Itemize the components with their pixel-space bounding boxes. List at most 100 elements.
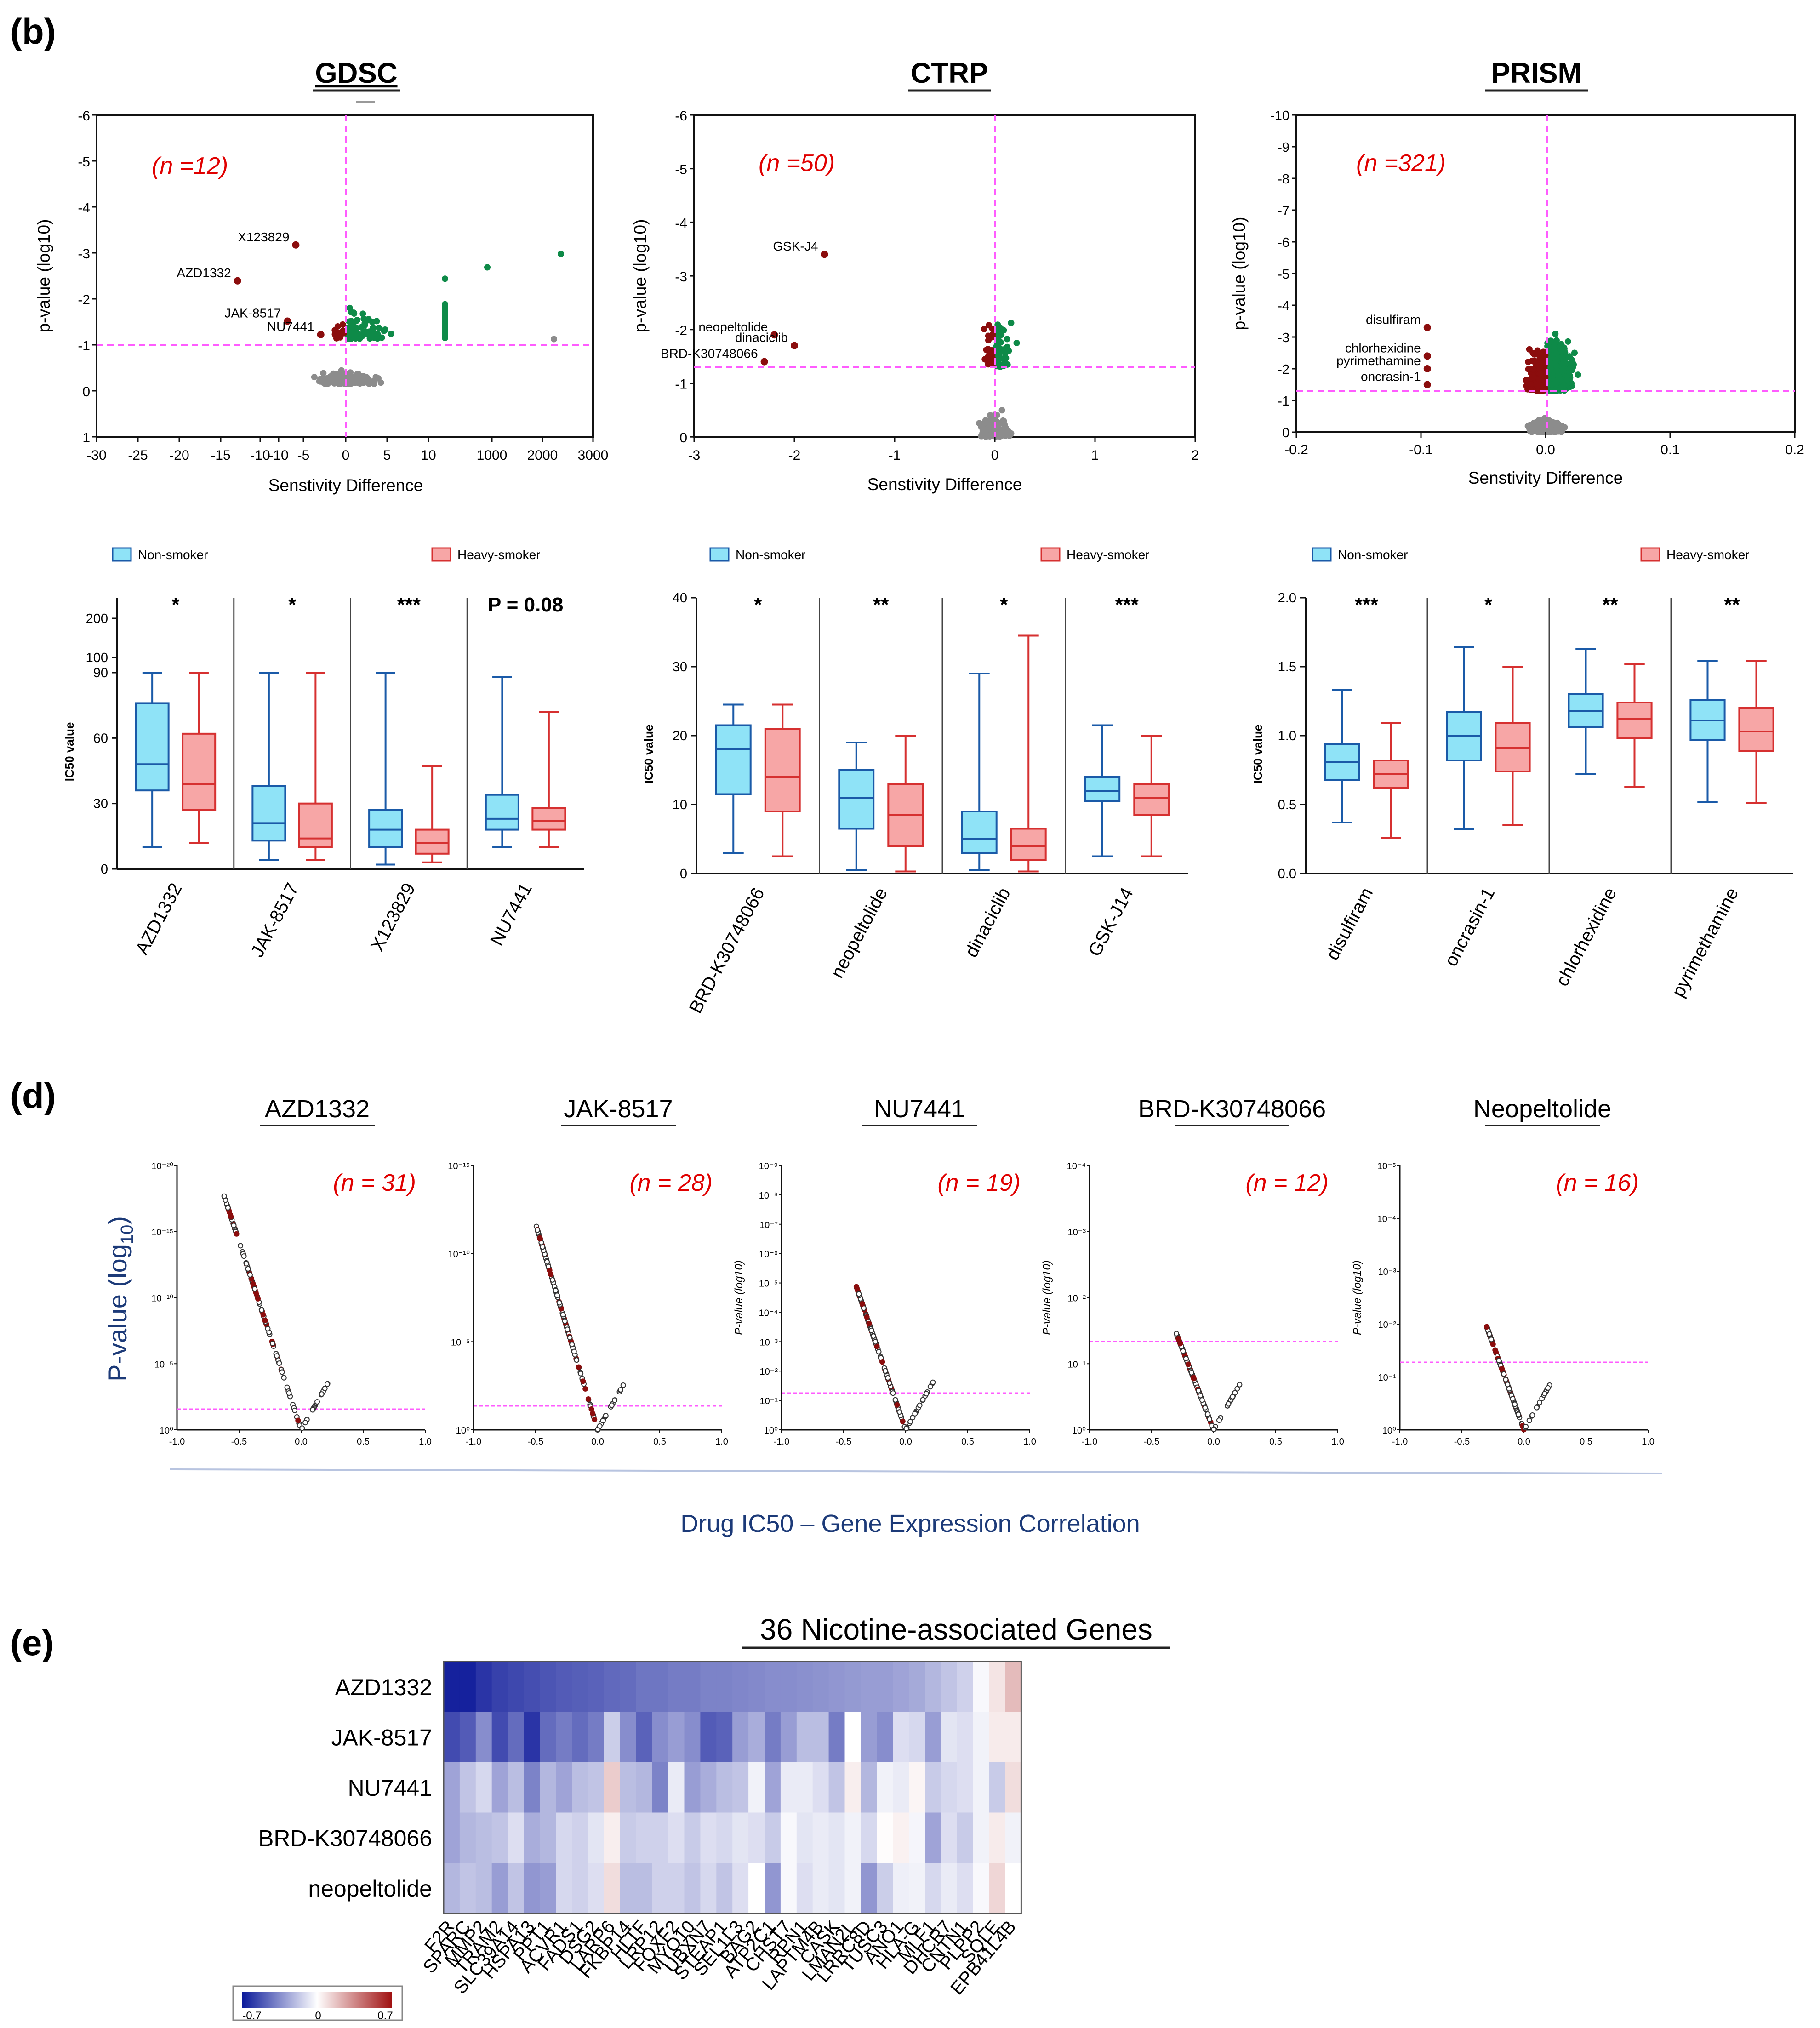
y-tick-label: 0: [679, 430, 687, 446]
correlation-point: [1199, 1397, 1205, 1403]
box: [961, 811, 998, 854]
point-green: [348, 308, 354, 315]
y-tick-label: -9: [1278, 140, 1289, 155]
heatmap-cell: [588, 1812, 605, 1863]
heatmap-cell: [909, 1662, 925, 1712]
point-red: [984, 355, 991, 362]
point-green: [1568, 356, 1575, 363]
point-green: [348, 318, 355, 325]
correlation-point: [578, 1371, 584, 1377]
heatmap-cell: [636, 1863, 653, 1914]
heatmap-cell: [780, 1812, 797, 1863]
heatmap-cell: [524, 1812, 540, 1863]
heatmap-cell: [828, 1863, 845, 1914]
heatmap-cell: [684, 1712, 701, 1763]
point-red: [339, 321, 346, 328]
correlation-point: [896, 1409, 902, 1415]
correlation-point: [259, 1307, 265, 1313]
heatmap-cell: [765, 1762, 781, 1813]
point-green: [484, 264, 491, 271]
heatmap-cell: [508, 1662, 524, 1712]
point-label: neopeltolide: [698, 320, 768, 334]
category-label: AZD1332: [132, 880, 186, 958]
point-grey: [347, 369, 354, 376]
point-grey: [320, 370, 327, 377]
y-tick-label: 1.5: [1278, 660, 1296, 674]
point-grey: [348, 378, 355, 385]
correlation-point: [292, 1407, 298, 1413]
heatmap-cell: [540, 1762, 556, 1813]
y-tick-label: -5: [1278, 267, 1289, 282]
heatmap-cell: [925, 1812, 941, 1863]
correlation-point: [540, 1244, 546, 1250]
n-label: (n = 12): [1245, 1170, 1329, 1196]
point-red: [334, 323, 341, 330]
correlation-point: [322, 1385, 328, 1391]
d-divider: [170, 1468, 1662, 1474]
heatmap-cell: [556, 1712, 572, 1763]
correlation-point: [1545, 1385, 1551, 1391]
heatmap-cell: [572, 1762, 588, 1813]
y-tick-label: 10⁻¹⁵: [448, 1161, 470, 1171]
legend-label-non-smoker: Non-smoker: [736, 548, 805, 562]
y-tick-label: 10⁰: [764, 1426, 778, 1436]
correlation-point: [1503, 1377, 1509, 1382]
correlation-point: [609, 1402, 615, 1408]
d-ylabel-text: P-value (log: [103, 1244, 132, 1382]
heatmap-cell: [893, 1662, 909, 1712]
category-label: JAK-8517: [247, 880, 302, 961]
heatmap-cell: [684, 1762, 701, 1813]
correlation-point: [1510, 1396, 1516, 1402]
heatmap-cell: [1005, 1812, 1021, 1863]
heatmap-cell: [893, 1762, 909, 1813]
point-grey: [330, 370, 337, 377]
heatmap-cell: [572, 1812, 588, 1863]
y-axis-label: IC50 value: [642, 725, 656, 784]
point-red: [1527, 365, 1534, 372]
correlation-point: [238, 1243, 244, 1249]
y-tick-label: 10⁻¹⁰: [152, 1294, 173, 1304]
correlation-point: [618, 1387, 624, 1393]
heatmap-cell: [636, 1762, 653, 1813]
correlation-point: [1488, 1337, 1494, 1342]
heatmap-cell: [524, 1762, 540, 1813]
heatmap-cell: [620, 1662, 637, 1712]
heatmap-cell: [668, 1662, 685, 1712]
correlation-point: [1202, 1405, 1208, 1411]
heatmap-cell: [508, 1762, 524, 1813]
volcano-gdsc: GDSC (n =12) X123829 AZD1332 JAK-8517NU744…: [34, 57, 608, 495]
heatmap-cell: [620, 1812, 637, 1863]
correlation-point: [225, 1205, 231, 1211]
y-tick-label: 10⁻²: [760, 1367, 778, 1377]
point-label: chlorhexidine: [1345, 341, 1421, 355]
heatmap-cell: [765, 1812, 781, 1863]
point-red: [1528, 381, 1535, 388]
heatmap-cell: [941, 1863, 958, 1914]
scatter-points: [1523, 331, 1581, 435]
y-tick-label: 2.0: [1278, 591, 1296, 606]
y-ticks: -6 -5 -4 -3 -2 -1 0: [675, 109, 694, 446]
correlation-point: [295, 1417, 301, 1423]
y-tick-label: 1: [82, 430, 90, 446]
y-tick-label: -5: [675, 162, 687, 177]
point-green: [1549, 381, 1556, 388]
y-tick-label: -2: [1278, 362, 1289, 377]
heatmap-cell: [444, 1712, 460, 1763]
point-green: [442, 310, 448, 317]
significance-label: *: [754, 594, 762, 616]
heatmap-cell: [828, 1812, 845, 1863]
heatmap-cell: [620, 1712, 637, 1763]
correlation-point: [565, 1326, 571, 1332]
y-tick-label: 0.0: [1278, 867, 1296, 881]
point-green: [1553, 367, 1560, 374]
heatmap-cell: [925, 1863, 941, 1914]
significance-label: *: [171, 594, 180, 616]
heatmap-cell: [909, 1762, 925, 1813]
row-label: neopeltolide: [308, 1876, 432, 1902]
heatmap-cell: [604, 1812, 621, 1863]
heatmap-cell: [844, 1662, 861, 1712]
heatmap-cell: [572, 1712, 588, 1763]
significance-label: ***: [1115, 594, 1139, 616]
point-green: [1558, 376, 1564, 383]
heatmap-cell: [475, 1662, 492, 1712]
